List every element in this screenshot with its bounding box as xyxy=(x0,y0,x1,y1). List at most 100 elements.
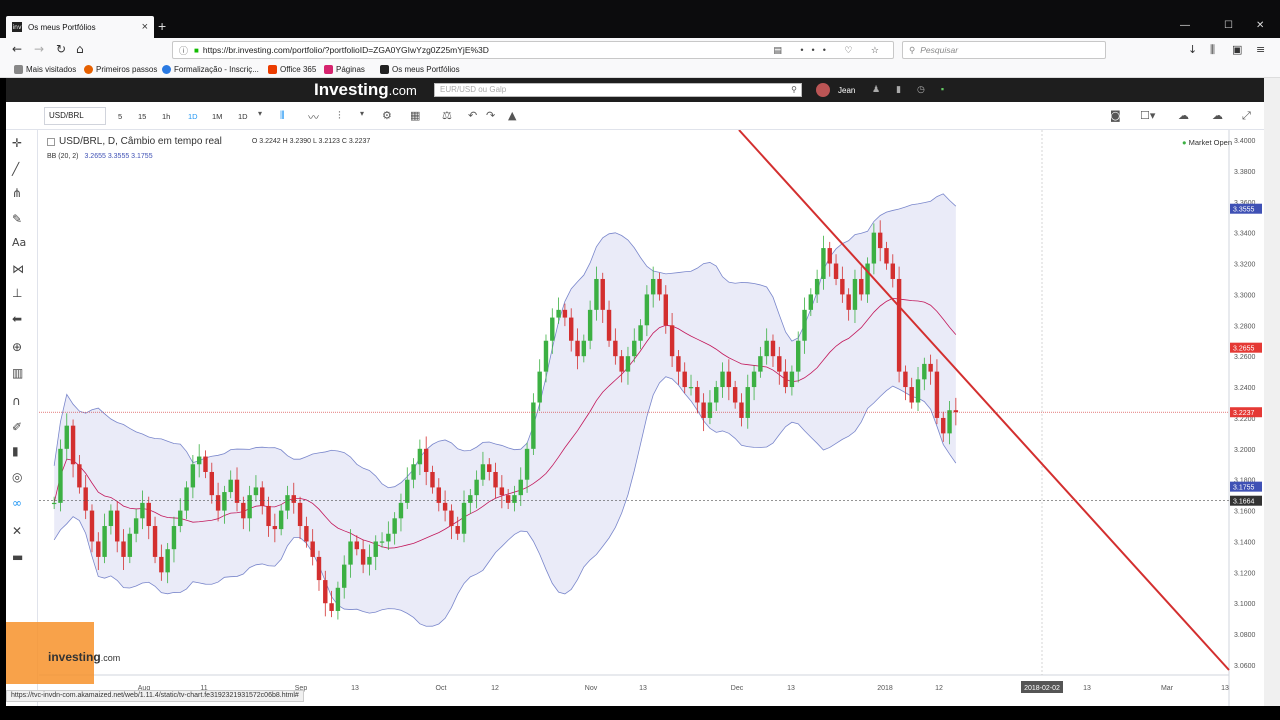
reload-icon[interactable]: ↻ xyxy=(56,42,67,56)
interval-15[interactable]: 15 xyxy=(138,112,147,121)
back-arrow-icon[interactable]: ⬅ xyxy=(12,312,23,326)
interval-5[interactable]: 5 xyxy=(118,112,123,121)
alert-icon[interactable]: ▲ xyxy=(508,109,517,122)
candle-body xyxy=(89,510,95,542)
collapse-icon[interactable] xyxy=(47,137,55,146)
candle-body xyxy=(531,402,536,449)
investing-favicon-icon: inv xyxy=(12,22,22,32)
watermark-text: investing.com xyxy=(48,650,120,664)
investing-logo[interactable]: Investing.com xyxy=(314,80,417,100)
lock-icon[interactable]: ▮ xyxy=(12,444,19,458)
price-chart[interactable]: 3.4000 3.3800 3.3600 3.3400 3.3200 3.3000 3.28… xyxy=(39,130,1264,706)
candle-body xyxy=(304,526,309,542)
compare-icon[interactable]: ⫶ xyxy=(338,109,341,122)
candle-body xyxy=(83,487,88,511)
bookmark-item[interactable]: Páginas xyxy=(324,65,365,74)
browser-search-input[interactable]: ⚲ Pesquisar xyxy=(902,41,1106,59)
minimize-icon[interactable]: — xyxy=(1180,20,1190,31)
candle-body xyxy=(272,526,278,530)
remove-tools-icon[interactable]: ✕ xyxy=(12,524,23,538)
link-icon[interactable]: ∞ xyxy=(12,496,22,510)
measure-icon[interactable]: ⊥ xyxy=(12,286,23,300)
candle-body xyxy=(215,495,221,511)
candle-body xyxy=(871,232,877,264)
candle-body xyxy=(140,502,145,519)
interval-1h[interactable]: 1h xyxy=(162,112,171,121)
trend-line-icon[interactable]: ╱ xyxy=(12,162,20,176)
status-url: https://tvc-invdn-com.akamaized.net/web/… xyxy=(6,690,304,702)
redo-icon[interactable]: ↷ xyxy=(486,109,496,122)
zoom-icon[interactable]: ⊕ xyxy=(12,340,23,354)
page-scrollbar[interactable] xyxy=(1264,78,1280,706)
candle-body xyxy=(777,356,782,372)
browser-tab[interactable]: inv Os meus Portfólios × xyxy=(6,16,154,38)
candle-body xyxy=(360,549,366,565)
interval-1m[interactable]: 1M xyxy=(212,112,223,121)
chart-area[interactable]: 3.4000 3.3800 3.3600 3.3400 3.3200 3.3000 3.28… xyxy=(39,130,1264,706)
candle-body xyxy=(928,363,933,372)
candle-body xyxy=(581,340,587,357)
bookmark-item[interactable]: Formalização - Inscriç... xyxy=(162,65,259,74)
sidebar-icon[interactable]: ▣ xyxy=(1232,43,1243,56)
info-icon[interactable]: ⓘ xyxy=(179,45,189,56)
bookmark-item[interactable]: Mais visitados xyxy=(14,65,76,74)
url-text: https://br.investing.com/portfolio/?port… xyxy=(202,45,489,55)
home-icon[interactable]: ⌂ xyxy=(76,42,84,56)
candle-body xyxy=(606,309,612,341)
maximize-icon[interactable]: ☐ xyxy=(1224,20,1233,31)
tab-bar: inv Os meus Portfólios × + — ☐ ✕ xyxy=(0,0,1280,38)
header-icons[interactable]: ♟▮◷▪ xyxy=(872,84,961,94)
pattern-icon[interactable]: ⋈ xyxy=(12,262,24,276)
cloud-save-icon[interactable]: ☁ xyxy=(1212,109,1223,122)
settings-gear-icon[interactable]: ⚙ xyxy=(382,109,392,122)
chevron-down-icon[interactable]: ▾ xyxy=(258,109,263,118)
candle-body xyxy=(190,464,196,488)
avatar xyxy=(816,83,830,97)
site-search-input[interactable]: EUR/USD ou Galp ⚲ xyxy=(434,83,802,97)
layout-icon[interactable]: ☐▾ xyxy=(1140,109,1156,122)
chevron-down-icon[interactable]: ▾ xyxy=(360,109,365,118)
forward-icon[interactable]: → xyxy=(34,42,45,56)
close-tab-icon[interactable]: × xyxy=(141,21,148,33)
price-tick-label: 3.1400 xyxy=(1234,539,1256,546)
new-tab-icon[interactable]: + xyxy=(158,18,167,34)
fullscreen-icon[interactable]: ⤢ xyxy=(1242,109,1251,122)
interval-1d[interactable]: 1D xyxy=(188,112,198,121)
watermark-logo xyxy=(6,622,94,684)
bookmark-item[interactable]: Primeiros passos xyxy=(84,65,157,74)
text-tool-icon[interactable]: Aa xyxy=(12,236,27,249)
candle-body xyxy=(657,278,662,295)
undo-icon[interactable]: ↶ xyxy=(468,109,478,122)
download-icon[interactable]: ↓ xyxy=(1188,43,1198,56)
menu-icon[interactable]: ≡ xyxy=(1256,43,1266,56)
reader-icons[interactable]: ▤ ••• ♡ ☆ xyxy=(773,44,887,55)
line-style-icon[interactable]: 〰 xyxy=(308,111,319,124)
scale-icon[interactable]: ⚖ xyxy=(442,109,452,122)
brush-icon[interactable]: ✎ xyxy=(12,212,23,226)
candle-body xyxy=(386,533,391,542)
ruler-icon[interactable]: ▥ xyxy=(12,366,24,380)
bar-style-icon[interactable]: ⫴ xyxy=(280,109,285,122)
user-menu[interactable]: Jean xyxy=(816,83,855,97)
trash-icon[interactable]: ▬ xyxy=(12,550,24,564)
symbol-input[interactable]: USD/BRL xyxy=(44,107,106,125)
library-icon[interactable]: ⫼ xyxy=(1210,43,1216,56)
pencil-icon[interactable]: ✐ xyxy=(12,420,23,434)
candle-body xyxy=(260,487,265,506)
interval-dropdown[interactable]: 1D xyxy=(238,112,248,121)
indicators-icon[interactable]: ▦ xyxy=(410,109,421,122)
window-close-icon[interactable]: ✕ xyxy=(1256,20,1265,31)
candle-body xyxy=(682,371,687,388)
magnet-icon[interactable]: ∩ xyxy=(12,394,21,408)
back-icon[interactable]: ← xyxy=(12,42,23,56)
eye-icon[interactable]: ◎ xyxy=(12,470,23,484)
bookmark-item[interactable]: Office 365 xyxy=(268,65,316,74)
watermark-suffix: .com xyxy=(100,653,121,663)
fork-icon[interactable]: ⋔ xyxy=(12,186,23,200)
url-bar[interactable]: ⓘ ■ https://br.investing.com/portfolio/?… xyxy=(172,41,894,59)
search-icon[interactable]: ⚲ xyxy=(791,85,797,94)
crosshair-icon[interactable]: ✛ xyxy=(12,136,23,150)
bookmark-item[interactable]: Os meus Portfólios xyxy=(380,65,460,74)
cloud-load-icon[interactable]: ☁ xyxy=(1178,109,1189,122)
camera-icon[interactable]: ◙ xyxy=(1110,109,1121,122)
